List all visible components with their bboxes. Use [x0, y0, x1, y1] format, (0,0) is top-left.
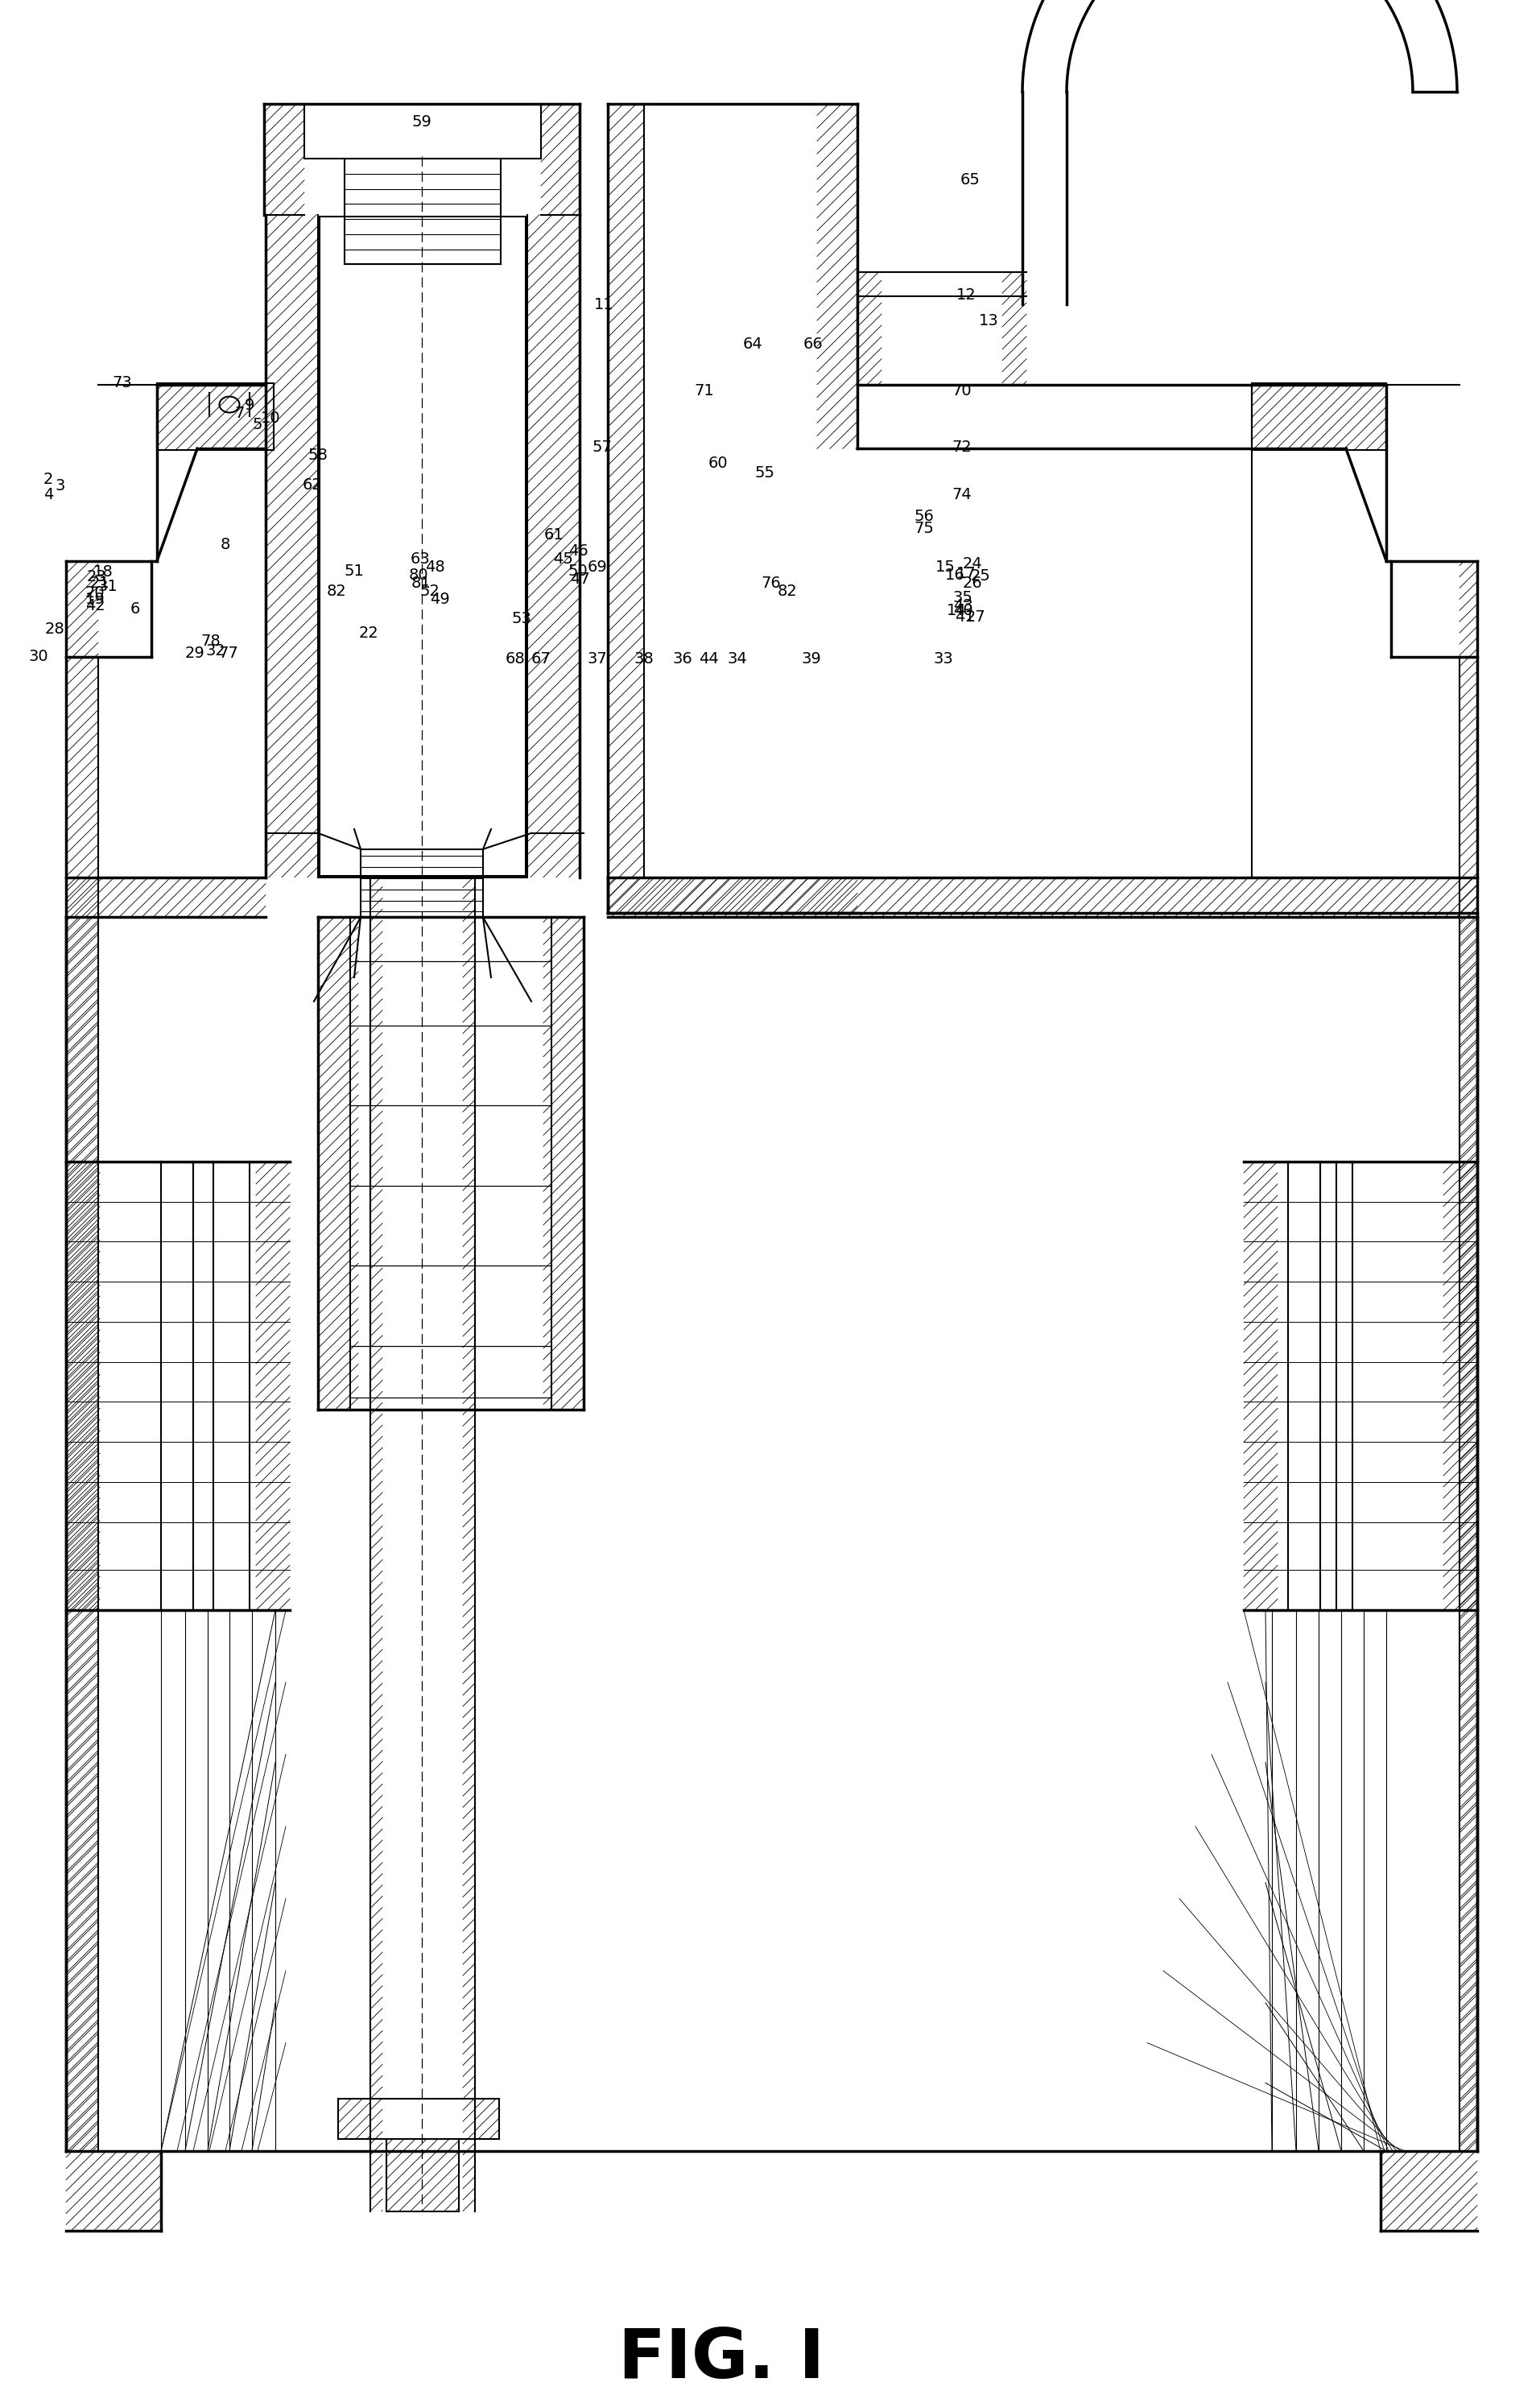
- Text: 47: 47: [570, 571, 590, 588]
- Text: 78: 78: [200, 633, 220, 648]
- Text: 39: 39: [801, 653, 821, 667]
- Text: 68: 68: [505, 653, 525, 667]
- Text: 55: 55: [755, 465, 775, 480]
- Text: 63: 63: [410, 552, 430, 566]
- Text: 28: 28: [45, 621, 65, 636]
- Text: 42: 42: [85, 597, 105, 614]
- Text: 82: 82: [778, 583, 798, 600]
- Text: 50: 50: [568, 564, 588, 578]
- Text: 48: 48: [425, 559, 445, 576]
- Text: 80: 80: [408, 569, 428, 583]
- Text: 64: 64: [742, 336, 762, 353]
- Text: 70: 70: [952, 384, 972, 398]
- Text: 66: 66: [802, 336, 822, 353]
- Text: 19: 19: [85, 593, 105, 607]
- Text: 16: 16: [944, 569, 964, 583]
- Text: 2: 2: [43, 473, 54, 487]
- Text: 76: 76: [761, 576, 781, 590]
- Text: 58: 58: [308, 446, 328, 463]
- Text: 34: 34: [727, 653, 747, 667]
- Text: 11: 11: [594, 297, 614, 312]
- Text: 57: 57: [593, 439, 613, 456]
- Text: 62: 62: [302, 477, 322, 492]
- Text: 40: 40: [953, 602, 973, 619]
- Text: 31: 31: [99, 578, 119, 595]
- Text: 73: 73: [112, 374, 132, 391]
- Text: 44: 44: [699, 653, 718, 667]
- Text: 46: 46: [568, 545, 588, 559]
- Text: 7: 7: [236, 405, 245, 420]
- Text: 18: 18: [92, 564, 112, 581]
- Text: 36: 36: [673, 653, 693, 667]
- Text: 71: 71: [695, 384, 715, 398]
- Text: 81: 81: [411, 576, 431, 590]
- Text: 41: 41: [955, 609, 975, 624]
- Text: 17: 17: [956, 566, 976, 581]
- Text: 32: 32: [206, 643, 226, 657]
- Text: 6: 6: [131, 602, 140, 617]
- Text: 15: 15: [935, 559, 955, 576]
- Text: 27: 27: [966, 609, 986, 624]
- Text: 38: 38: [634, 653, 654, 667]
- Bar: [320, 216, 525, 876]
- Text: 29: 29: [185, 645, 205, 660]
- Text: 60: 60: [708, 456, 728, 470]
- Text: 12: 12: [956, 288, 976, 302]
- Text: 14: 14: [947, 602, 966, 619]
- Text: 3: 3: [55, 477, 65, 494]
- Text: 30: 30: [29, 650, 49, 665]
- Text: 53: 53: [511, 612, 531, 626]
- Text: 49: 49: [430, 593, 450, 607]
- Text: 51: 51: [345, 564, 365, 578]
- Text: 61: 61: [544, 528, 564, 542]
- Text: 21: 21: [89, 576, 109, 590]
- Text: 35: 35: [953, 590, 973, 605]
- Text: 23: 23: [86, 569, 106, 585]
- Text: 52: 52: [420, 583, 440, 600]
- Text: 8: 8: [220, 537, 231, 552]
- Text: 74: 74: [952, 487, 972, 504]
- Text: 25: 25: [970, 569, 990, 583]
- Text: 77: 77: [219, 645, 239, 660]
- Text: 59: 59: [411, 115, 431, 130]
- Text: 22: 22: [359, 626, 379, 641]
- Text: 10: 10: [260, 410, 280, 427]
- Text: 45: 45: [553, 552, 573, 566]
- Text: 5: 5: [253, 417, 263, 432]
- Text: 69: 69: [587, 559, 607, 576]
- Text: 20: 20: [85, 585, 105, 600]
- Text: 75: 75: [915, 521, 935, 537]
- Text: FIG. I: FIG. I: [619, 2327, 825, 2392]
- Text: 56: 56: [915, 509, 935, 525]
- Text: 65: 65: [959, 173, 979, 187]
- Text: 43: 43: [953, 597, 973, 614]
- Text: 13: 13: [978, 312, 998, 329]
- Text: 37: 37: [587, 653, 607, 667]
- Text: 33: 33: [933, 653, 953, 667]
- Text: 4: 4: [43, 487, 54, 504]
- Text: 24: 24: [962, 557, 983, 571]
- Text: 72: 72: [952, 439, 972, 456]
- Text: 67: 67: [531, 653, 551, 667]
- Text: 9: 9: [245, 398, 254, 413]
- Text: 82: 82: [326, 583, 346, 600]
- Text: 26: 26: [962, 576, 983, 590]
